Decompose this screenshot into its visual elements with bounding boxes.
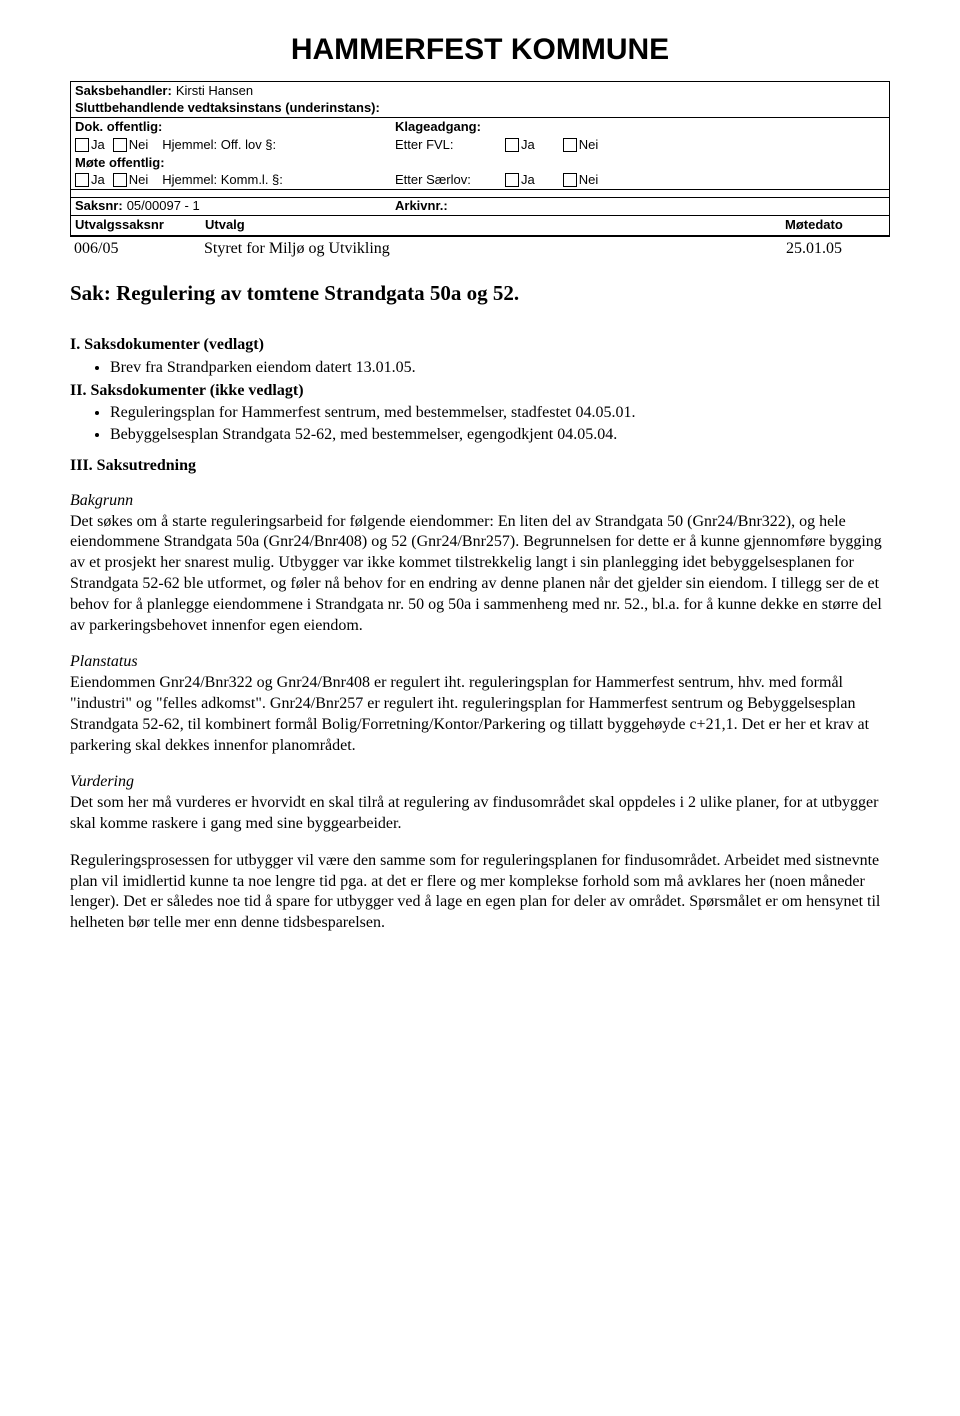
table-row: 006/05 Styret for Miljø og Utvikling 25.… [70,237,890,262]
row-num: 006/05 [74,239,204,260]
dok-ja-option: Ja [75,137,105,154]
saerlov-ja-option: Ja [505,172,535,189]
vurdering-heading: Vurdering [70,772,890,793]
saksbehandler-label: Saksbehandler: [75,83,172,100]
saksnr-value: 05/00097 - 1 [127,198,200,215]
klageadgang-label: Klageadgang: [395,119,481,136]
col-utvalgssaksnr: Utvalgssaksnr [75,217,205,234]
page-title: HAMMERFEST KOMMUNE [70,30,890,69]
section-2-heading: II. Saksdokumenter (ikke vedlagt) [70,381,890,402]
table-header-row: Utvalgssaksnr Utvalg Møtedato [71,216,889,236]
section-3-heading: III. Saksutredning [70,456,890,477]
mote-offentlig-label-row: Møte offentlig: [71,154,889,172]
planstatus-heading: Planstatus [70,652,890,673]
dok-offentlig-label: Dok. offentlig: [75,119,162,136]
vurdering-text-1: Det som her må vurderes er hvorvidt en s… [70,793,890,835]
dok-nei-option: Nei [113,137,149,154]
nei-label: Nei [129,172,149,189]
hjemmel-komm-label: Hjemmel: Komm.l. §: [162,172,283,189]
vurdering-block-2: Reguleringsprosessen for utbygger vil væ… [70,851,890,934]
nei-label: Nei [579,137,599,154]
header-box: Saksbehandler: Kirsti Hansen Sluttbehand… [70,81,890,237]
saksbehandler-value: Kirsti Hansen [176,83,253,100]
row-date: 25.01.05 [786,239,886,260]
checkbox-icon [75,173,89,187]
section-1-heading: I. Saksdokumenter (vedlagt) [70,335,890,356]
spacer [71,190,889,198]
vurdering-block: Vurdering Det som her må vurderes er hvo… [70,772,890,834]
bakgrunn-block: Bakgrunn Det søkes om å starte regulerin… [70,491,890,637]
row-utvalg: Styret for Miljø og Utvikling [204,239,786,260]
hjemmel-off-label: Hjemmel: Off. lov §: [162,137,276,154]
checkbox-icon [75,138,89,152]
checkbox-icon [113,138,127,152]
etter-fvl-label: Etter FVL: [395,137,505,154]
fvl-ja-option: Ja [505,137,535,154]
etter-saerlov-label: Etter Særlov: [395,172,505,189]
saksnr-row: Saksnr: 05/00097 - 1 Arkivnr.: [71,198,889,216]
dok-offentlig-row: Dok. offentlig: Klageadgang: [71,118,889,136]
mote-offentlig-options-row: Ja Nei Hjemmel: Komm.l. §: Etter Særlov:… [71,172,889,190]
mote-offentlig-label: Møte offentlig: [75,155,165,172]
ja-label: Ja [91,137,105,154]
sluttbehandlende-label: Sluttbehandlende vedtaksinstans (underin… [75,100,380,117]
checkbox-icon [563,173,577,187]
sak-title: Sak: Regulering av tomtene Strandgata 50… [70,280,890,307]
ja-label: Ja [521,137,535,154]
bakgrunn-heading: Bakgrunn [70,491,890,512]
arkivnr-label: Arkivnr.: [395,198,448,215]
col-utvalg: Utvalg [205,217,785,234]
ja-label: Ja [91,172,105,189]
saerlov-nei-option: Nei [563,172,599,189]
sluttbehandlende-row: Sluttbehandlende vedtaksinstans (underin… [71,100,889,118]
mote-nei-option: Nei [113,172,149,189]
vurdering-text-2: Reguleringsprosessen for utbygger vil væ… [70,851,890,934]
saksnr-label: Saksnr: [75,198,123,215]
checkbox-icon [113,173,127,187]
section-2-list: Reguleringsplan for Hammerfest sentrum, … [70,403,890,446]
ja-label: Ja [521,172,535,189]
checkbox-icon [563,138,577,152]
saksbehandler-row: Saksbehandler: Kirsti Hansen [71,82,889,100]
planstatus-block: Planstatus Eiendommen Gnr24/Bnr322 og Gn… [70,652,890,756]
dok-offentlig-options-row: Ja Nei Hjemmel: Off. lov §: Etter FVL: J… [71,136,889,154]
checkbox-icon [505,138,519,152]
list-item: Bebyggelsesplan Strandgata 52-62, med be… [110,425,890,446]
fvl-nei-option: Nei [563,137,599,154]
planstatus-text: Eiendommen Gnr24/Bnr322 og Gnr24/Bnr408 … [70,673,890,756]
table-data-section: 006/05 Styret for Miljø og Utvikling 25.… [70,237,890,262]
section-1-list: Brev fra Strandparken eiendom datert 13.… [70,358,890,379]
col-motedato: Møtedato [785,217,885,234]
nei-label: Nei [129,137,149,154]
list-item: Reguleringsplan for Hammerfest sentrum, … [110,403,890,424]
nei-label: Nei [579,172,599,189]
mote-ja-option: Ja [75,172,105,189]
checkbox-icon [505,173,519,187]
bakgrunn-text: Det søkes om å starte reguleringsarbeid … [70,512,890,637]
list-item: Brev fra Strandparken eiendom datert 13.… [110,358,890,379]
